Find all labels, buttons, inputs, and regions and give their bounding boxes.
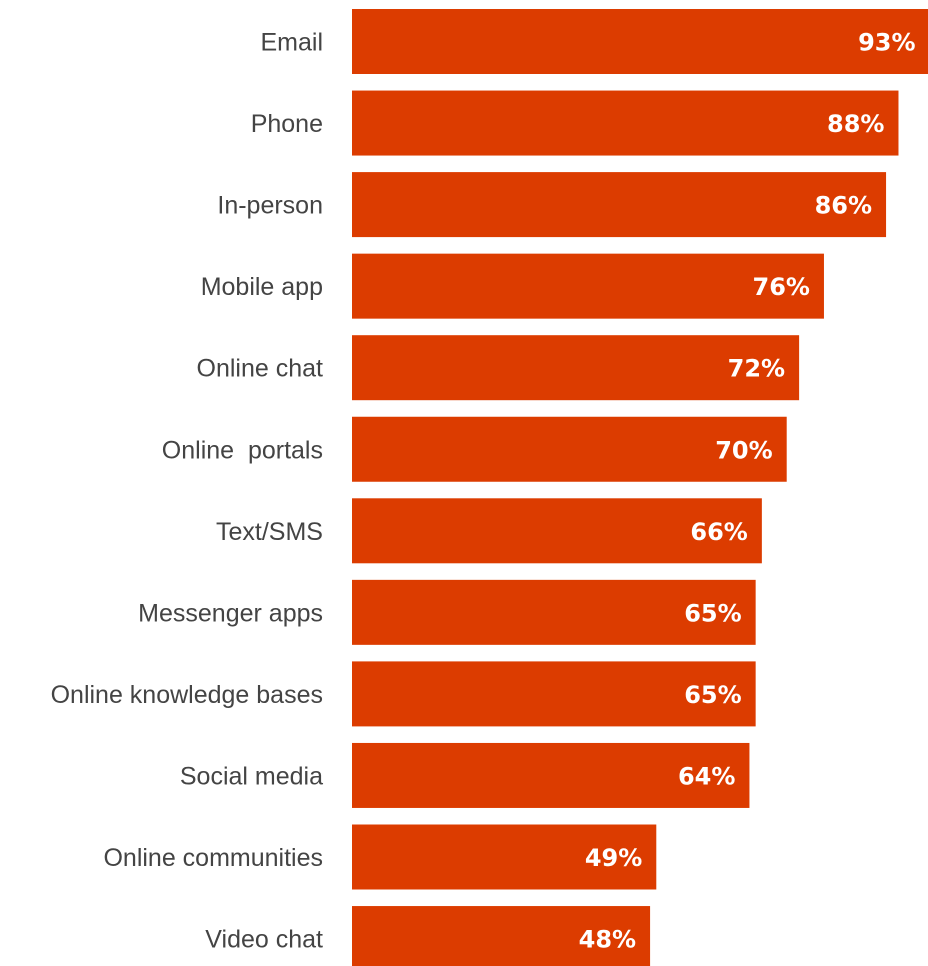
category-label-messenger-apps: Messenger apps — [138, 599, 323, 627]
bars — [352, 9, 928, 966]
category-label-online-chat: Online chat — [197, 355, 324, 383]
category-label-online-communities: Online communities — [103, 844, 323, 872]
bar-messenger-apps — [352, 579, 756, 645]
value-label-video-chat: 48% — [579, 926, 636, 954]
category-label-phone: Phone — [251, 110, 323, 138]
value-label-phone: 88% — [827, 110, 884, 138]
value-label-mobile-app: 76% — [753, 273, 810, 301]
category-label-email: Email — [260, 29, 323, 57]
value-label-in-person: 86% — [815, 192, 872, 220]
bar-email — [352, 9, 928, 74]
value-label-email: 93% — [858, 29, 915, 57]
value-label-online-knowledge-bases: 65% — [684, 681, 741, 709]
bar-phone — [352, 90, 899, 156]
category-label-video-chat: Video chat — [205, 926, 323, 954]
bar-online-portals — [352, 416, 787, 482]
category-label-social-media: Social media — [180, 762, 323, 790]
category-label-in-person: In-person — [217, 192, 323, 220]
category-label-mobile-app: Mobile app — [201, 273, 323, 301]
bar-video-chat — [352, 906, 651, 966]
value-label-online-communities: 49% — [585, 844, 642, 872]
bar-social-media — [352, 742, 750, 808]
bar-in-person — [352, 172, 887, 238]
value-label-text-sms: 66% — [690, 518, 747, 546]
bar-mobile-app — [352, 253, 824, 319]
value-label-online-portals: 70% — [715, 436, 772, 464]
bar-online-knowledge-bases — [352, 661, 756, 727]
category-label-online-portals: Online portals — [162, 436, 323, 464]
value-label-online-chat: 72% — [728, 355, 785, 383]
category-label-text-sms: Text/SMS — [216, 518, 323, 546]
category-label-online-knowledge-bases: Online knowledge bases — [51, 681, 323, 709]
bar-text-sms — [352, 498, 762, 564]
category-labels: Email Phone In-person Mobile app Online chat… — [51, 29, 323, 954]
value-label-social-media: 64% — [678, 762, 735, 790]
bar-online-communities — [352, 824, 657, 890]
bar-online-chat — [352, 335, 800, 401]
value-label-messenger-apps: 65% — [684, 599, 741, 627]
value-labels: 93% 88% 86% 76% 72% 70% 66% 65% 65% 64% 49% 48% — [579, 29, 916, 954]
